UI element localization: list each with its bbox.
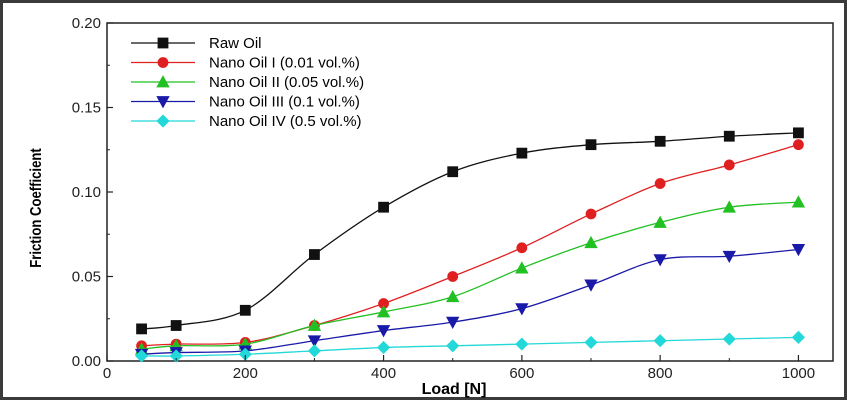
- legend-label: Nano Oil I (0.01 vol.%): [209, 55, 360, 72]
- marker-triangle-down: [722, 250, 736, 264]
- marker-triangle-down: [446, 316, 460, 329]
- x-tick-label: 0: [103, 365, 111, 382]
- y-tick-label: 0.05: [72, 269, 101, 286]
- marker-triangle-down: [376, 325, 391, 338]
- x-tick-label: 800: [648, 365, 673, 382]
- legend-item-2: Nano Oil I (0.01 vol.%): [131, 55, 360, 72]
- marker-diamond: [446, 339, 460, 353]
- y-tick-label: 0.15: [72, 100, 101, 117]
- marker-circle: [585, 208, 597, 220]
- marker-circle: [516, 242, 528, 254]
- marker-triangle-up: [653, 215, 667, 228]
- legend-item-5: Nano Oil IV (0.5 vol.%): [131, 113, 362, 130]
- marker-diamond: [722, 332, 736, 346]
- marker-triangle-up: [584, 235, 598, 249]
- marker-square: [239, 304, 251, 316]
- marker-square: [309, 249, 320, 260]
- legend-label: Nano Oil IV (0.5 vol.%): [209, 113, 362, 130]
- ticks-layer: 0 200 400 600 800 1000 0.00 0.05 0.10 0.15 0.20: [72, 15, 815, 382]
- marker-diamond: [307, 344, 321, 358]
- marker-triangle-down: [584, 279, 598, 292]
- x-tick-label: 200: [233, 365, 258, 382]
- marker-square: [516, 147, 528, 159]
- marker-triangle-up: [791, 195, 806, 208]
- marker-triangle-up: [515, 261, 529, 274]
- marker-triangle-up: [307, 318, 322, 331]
- marker-circle: [793, 139, 804, 151]
- marker-square: [157, 37, 169, 49]
- series-line: [141, 201, 799, 350]
- marker-square: [170, 320, 182, 331]
- marker-circle: [157, 57, 169, 68]
- legend-item-4: Nano Oil III (0.1 vol.%): [131, 94, 360, 111]
- marker-diamond: [135, 349, 149, 363]
- legend-label: Nano Oil III (0.1 vol.%): [209, 94, 360, 111]
- legend-item-1: Raw Oil: [131, 35, 262, 52]
- series-line: [141, 132, 799, 330]
- marker-diamond: [169, 349, 183, 363]
- legend-label: Raw Oil: [209, 35, 262, 52]
- marker-triangle-up: [156, 75, 170, 88]
- y-tick-label: 0.10: [72, 184, 101, 201]
- series-5: [135, 330, 805, 363]
- marker-triangle-up: [722, 200, 736, 213]
- marker-triangle-down: [791, 244, 806, 257]
- marker-circle: [447, 271, 459, 282]
- marker-triangle-down: [307, 335, 322, 348]
- legend-item-3: Nano Oil II (0.05 vol.%): [131, 74, 364, 91]
- x-axis-title: Load [N]: [422, 381, 487, 398]
- marker-square: [378, 201, 389, 213]
- series-3: [134, 195, 806, 355]
- marker-square: [136, 323, 147, 335]
- marker-triangle-down: [156, 96, 170, 109]
- marker-circle: [723, 159, 735, 171]
- x-tick-label: 600: [509, 365, 534, 382]
- marker-diamond: [377, 340, 391, 355]
- y-tick-label: 0.00: [72, 353, 101, 370]
- marker-square: [654, 135, 666, 147]
- x-tick-label: 400: [371, 365, 396, 382]
- marker-diamond: [515, 337, 529, 351]
- friction-chart: 0 200 400 600 800 1000 0.00 0.05 0.10 0.15 0.20 Ra…: [28, 15, 834, 398]
- series-line: [141, 248, 799, 355]
- marker-square: [793, 127, 804, 139]
- marker-circle: [654, 178, 666, 189]
- y-axis-title: Friction Coefficient: [28, 148, 45, 268]
- marker-diamond: [791, 330, 805, 344]
- marker-diamond: [584, 335, 598, 349]
- marker-square: [723, 130, 735, 142]
- marker-square: [585, 139, 597, 151]
- series-1: [136, 127, 804, 335]
- marker-diamond: [156, 114, 170, 128]
- legend: Raw Oil Nano Oil I (0.01 vol.%) Nano Oil I…: [131, 35, 364, 130]
- marker-triangle-up: [376, 305, 391, 318]
- marker-triangle-down: [515, 303, 529, 316]
- marker-triangle-down: [653, 254, 667, 267]
- marker-triangle-up: [446, 289, 460, 303]
- marker-diamond: [653, 334, 667, 348]
- x-tick-label: 1000: [782, 365, 815, 382]
- y-tick-label: 0.20: [72, 15, 101, 32]
- series-layer: [134, 127, 806, 363]
- marker-square: [447, 166, 459, 178]
- legend-label: Nano Oil II (0.05 vol.%): [209, 74, 364, 91]
